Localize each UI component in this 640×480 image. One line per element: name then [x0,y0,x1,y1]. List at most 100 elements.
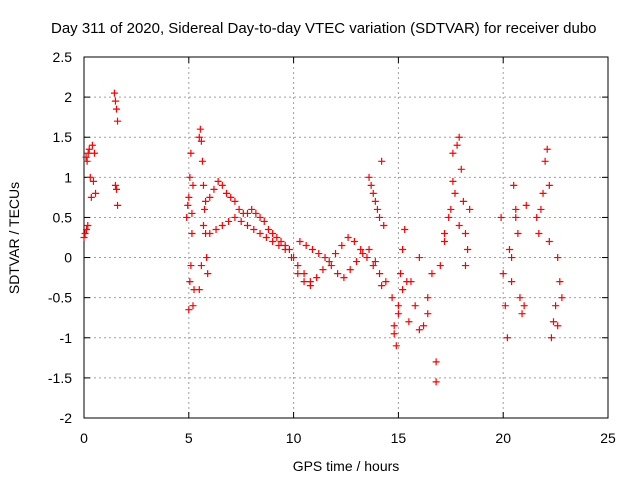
y-tick-label: 0.5 [53,209,73,225]
data-point [114,201,122,209]
data-point [424,310,432,318]
data-point [424,294,432,302]
data-point [214,177,222,185]
data-point [518,310,526,318]
data-point [85,145,93,153]
data-point [350,238,358,246]
data-point [352,258,360,266]
data-point [407,278,415,286]
data-point [455,221,463,229]
data-point [315,250,323,258]
x-tick-label: 0 [80,430,88,446]
data-point [464,246,472,254]
data-point [202,197,210,205]
data-point [264,225,272,233]
data-point [497,213,505,221]
y-tick-label: -1.5 [48,370,72,386]
data-point [392,342,400,350]
data-point [399,246,407,254]
y-tick-label: -1 [60,330,73,346]
data-point [451,189,459,197]
data-point [376,213,384,221]
data-point [206,193,214,201]
data-point [111,97,119,105]
data-point [188,209,196,217]
data-point [218,181,226,189]
data-point [338,242,346,250]
data-point [313,274,321,282]
data-point [243,221,251,229]
data-point [235,205,243,213]
data-point [382,278,390,286]
data-point [390,330,398,338]
data-point [554,322,562,330]
data-point [81,229,89,237]
data-point [187,149,195,157]
data-point [550,318,558,326]
data-point [114,117,122,125]
data-point [415,254,423,262]
data-point [512,205,520,213]
data-point [277,238,285,246]
data-point [203,254,211,262]
data-point [441,238,449,246]
data-point [514,229,522,237]
data-point [185,306,193,314]
data-point [510,181,518,189]
data-point [231,213,239,221]
data-point [453,141,461,149]
data-point [88,141,96,149]
data-point [516,294,524,302]
data-point [455,133,463,141]
data-point [189,302,197,310]
data-point [432,358,440,366]
data-point [83,225,91,233]
data-point [466,205,474,213]
data-point [325,258,333,266]
data-point [269,229,277,237]
data-point [367,181,375,189]
data-point [183,213,191,221]
data-point [558,294,566,302]
data-point [185,193,193,201]
data-point [545,238,553,246]
data-point [111,181,119,189]
data-point [198,157,206,165]
data-point [541,157,549,165]
data-point [459,197,467,205]
data-point [189,181,197,189]
data-point [340,274,348,282]
data-point [281,246,289,254]
data-point [405,318,413,326]
y-tick-label: 2.5 [53,49,73,65]
data-point [82,153,90,161]
data-point [447,205,455,213]
data-point [321,254,329,262]
data-point [543,145,551,153]
y-tick-label: 0 [64,250,72,266]
data-point [275,242,283,250]
y-tick-label: 1 [64,169,72,185]
data-point [522,201,530,209]
data-point [428,270,436,278]
data-point [396,270,404,278]
data-point [415,326,423,334]
data-point [365,173,373,181]
data-point [206,229,214,237]
data-point [87,193,95,201]
data-point [508,254,516,262]
data-point [512,213,520,221]
data-point [545,181,553,189]
data-point [262,234,270,241]
data-point [196,125,204,133]
x-tick-label: 20 [495,430,511,446]
data-point [401,225,409,233]
data-point [378,282,386,290]
data-point [260,217,268,225]
tick-layer [83,56,609,419]
data-point [520,302,528,310]
data-point [89,177,97,185]
y-tick-label: -2 [60,410,73,426]
data-point [199,221,207,229]
data-point [256,213,264,221]
